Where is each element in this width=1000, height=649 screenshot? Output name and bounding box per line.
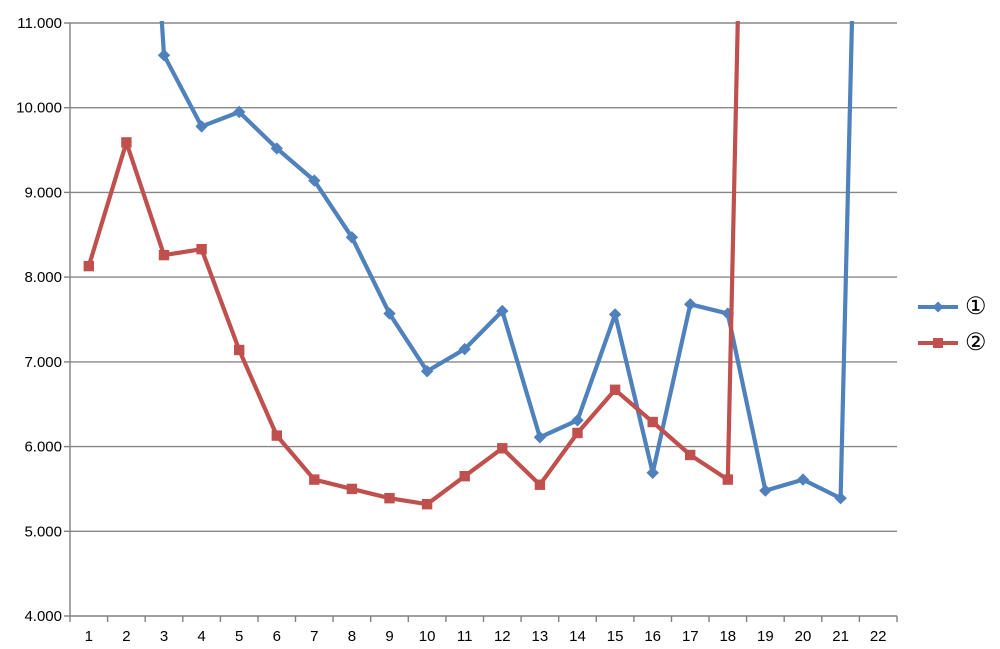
legend-label-series-2: ② bbox=[965, 328, 987, 356]
series-1-marker bbox=[571, 414, 584, 427]
y-axis-label: 7.000 bbox=[24, 354, 62, 371]
series-2-marker bbox=[346, 483, 358, 495]
series-1-marker bbox=[157, 49, 171, 62]
series-1-line bbox=[159, 21, 855, 501]
series-2-marker bbox=[572, 427, 583, 439]
series-2-marker bbox=[384, 493, 395, 504]
x-axis-label: 12 bbox=[494, 628, 511, 645]
series-1-legend-sample bbox=[918, 301, 958, 312]
series-1-marker bbox=[345, 231, 359, 244]
x-axis-label: 20 bbox=[795, 628, 812, 645]
chart-legend: ① ② bbox=[916, 292, 987, 357]
series-2-marker bbox=[83, 260, 94, 272]
series-2-marker bbox=[647, 416, 658, 428]
series-2-marker bbox=[497, 443, 508, 454]
x-axis-label: 16 bbox=[644, 628, 661, 645]
series-1-marker bbox=[195, 120, 208, 133]
x-axis-label: 15 bbox=[607, 628, 624, 645]
series-1-marker bbox=[684, 298, 697, 311]
series-1-marker bbox=[496, 304, 509, 318]
series-2-marker bbox=[121, 137, 132, 148]
x-axis-label: 3 bbox=[160, 628, 168, 645]
x-axis-label: 21 bbox=[832, 628, 849, 645]
series-2-marker bbox=[158, 249, 170, 261]
y-axis-label: 8.000 bbox=[24, 269, 62, 286]
series-1-marker bbox=[796, 473, 810, 486]
series-1-marker bbox=[721, 307, 734, 320]
y-axis-label: 4.000 bbox=[24, 608, 62, 625]
x-axis-label: 4 bbox=[197, 628, 205, 645]
x-axis-label: 10 bbox=[419, 628, 436, 645]
y-axis-label: 10.000 bbox=[16, 100, 62, 117]
x-axis-label: 19 bbox=[757, 628, 774, 645]
series-1-marker bbox=[420, 365, 434, 378]
x-axis-label: 18 bbox=[719, 628, 736, 645]
series-1-marker bbox=[308, 174, 321, 187]
series-1-marker bbox=[270, 142, 283, 155]
series-2-marker bbox=[609, 384, 621, 395]
series-2-marker bbox=[196, 244, 207, 255]
y-axis-label: 11.000 bbox=[17, 15, 62, 32]
x-axis-label: 1 bbox=[85, 628, 93, 645]
legend-label-series-1: ① bbox=[965, 292, 987, 320]
series-2-marker bbox=[459, 471, 470, 482]
series-2-marker bbox=[421, 499, 433, 510]
series-1-marker bbox=[759, 484, 772, 497]
series-2-marker bbox=[309, 474, 320, 485]
series-2-marker bbox=[234, 344, 245, 356]
diamond-marker-icon bbox=[932, 301, 944, 312]
series-1-marker bbox=[383, 307, 396, 320]
y-axis-label: 9.000 bbox=[24, 184, 62, 201]
series-1-marker bbox=[233, 105, 246, 119]
x-axis-label: 22 bbox=[870, 628, 887, 645]
x-axis-label: 9 bbox=[385, 628, 393, 645]
series-1-marker bbox=[533, 431, 547, 444]
series-2-marker bbox=[685, 449, 696, 461]
x-axis-label: 11 bbox=[457, 628, 473, 645]
x-axis-label: 2 bbox=[122, 628, 130, 645]
series-2-legend-sample bbox=[918, 337, 958, 348]
series-2-marker bbox=[722, 474, 733, 485]
x-axis-label: 5 bbox=[235, 628, 243, 645]
legend-item-series-2: ② bbox=[916, 328, 987, 357]
y-axis-label: 5.000 bbox=[24, 523, 62, 540]
series-1-marker bbox=[608, 308, 622, 321]
series-1-marker bbox=[834, 492, 847, 505]
square-marker-icon bbox=[933, 337, 943, 348]
series-2-marker bbox=[534, 479, 546, 490]
x-axis-label: 8 bbox=[348, 628, 356, 645]
y-axis-label: 6.000 bbox=[24, 439, 62, 456]
x-axis-label: 14 bbox=[569, 628, 586, 645]
series-1-marker bbox=[458, 342, 471, 356]
x-axis-label: 6 bbox=[273, 628, 281, 645]
series-2-marker bbox=[271, 430, 282, 441]
x-axis-label: 17 bbox=[682, 628, 699, 645]
x-axis-label: 13 bbox=[532, 628, 549, 645]
legend-item-series-1: ① bbox=[916, 292, 987, 321]
x-axis-label: 7 bbox=[310, 628, 318, 645]
series-1-marker bbox=[646, 466, 659, 479]
